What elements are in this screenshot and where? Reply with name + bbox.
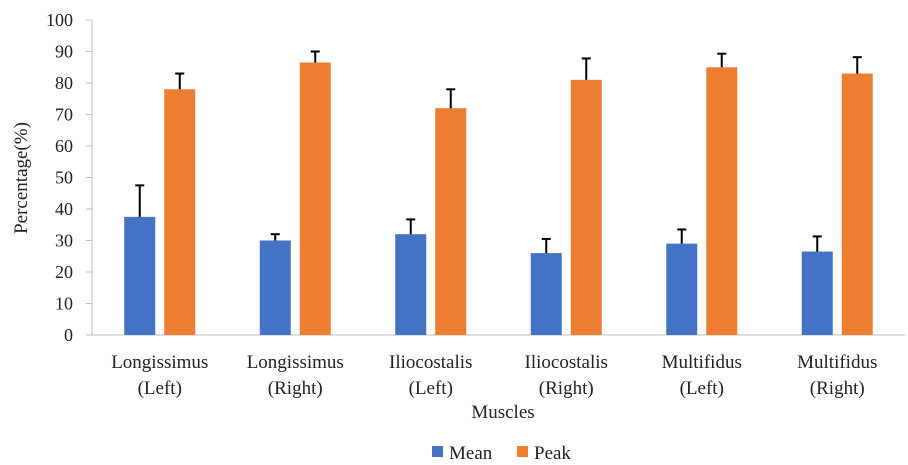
x-tick-label: Multifidus (797, 352, 877, 373)
legend[interactable]: Mean Peak (432, 443, 571, 464)
x-axis-title: Muscles (471, 402, 534, 423)
bars (124, 62, 873, 336)
bar-peak (570, 79, 602, 335)
y-axis: 0 10 20 30 40 50 60 70 80 90 100 (46, 10, 93, 345)
bar-peak (435, 108, 467, 335)
bar-mean (530, 253, 562, 335)
x-tick-label: Iliocostalis (525, 352, 608, 373)
y-tick-label: 50 (55, 168, 73, 188)
bar-mean (801, 251, 833, 335)
bar-mean (124, 216, 156, 335)
y-tick-label: 80 (55, 73, 73, 93)
y-tick-label: 70 (55, 105, 73, 125)
y-tick-label: 30 (55, 231, 73, 251)
bar-peak (164, 89, 196, 335)
y-tick-label: 20 (55, 262, 73, 282)
y-tick-label: 10 (55, 294, 73, 314)
legend-swatch-mean (432, 446, 443, 457)
y-tick-label: 90 (55, 42, 73, 62)
x-tick-label: Longissimus (247, 352, 344, 373)
bar-peak (299, 62, 331, 336)
x-tick-label: Iliocostalis (389, 352, 472, 373)
y-tick-label: 100 (46, 10, 73, 30)
x-tick-label: (Left) (680, 378, 724, 399)
x-tick-label: (Left) (138, 378, 182, 399)
error-bars (135, 50, 862, 254)
y-tick-label: 0 (64, 325, 73, 345)
legend-label-mean: Mean (449, 443, 493, 464)
x-tick-label: Multifidus (662, 352, 742, 373)
x-tick-label: (Right) (810, 378, 865, 399)
bar-mean (259, 240, 291, 335)
y-tick-label: 60 (55, 136, 73, 156)
bar-mean (395, 234, 427, 335)
bar-peak (841, 73, 873, 336)
legend-label-peak: Peak (534, 443, 571, 464)
legend-swatch-peak (517, 446, 528, 457)
x-tick-label: (Right) (539, 378, 594, 399)
x-axis: Longissimus (Left) Longissimus (Right) Ilioc… (92, 334, 905, 399)
x-tick-label: Longissimus (111, 352, 208, 373)
y-tick-label: 40 (55, 199, 73, 219)
x-tick-label: (Left) (409, 378, 453, 399)
y-axis-title: Percentage(%) (11, 122, 32, 234)
bar-mean (666, 243, 698, 335)
bar-peak (706, 67, 738, 335)
x-tick-label: (Right) (268, 378, 323, 399)
